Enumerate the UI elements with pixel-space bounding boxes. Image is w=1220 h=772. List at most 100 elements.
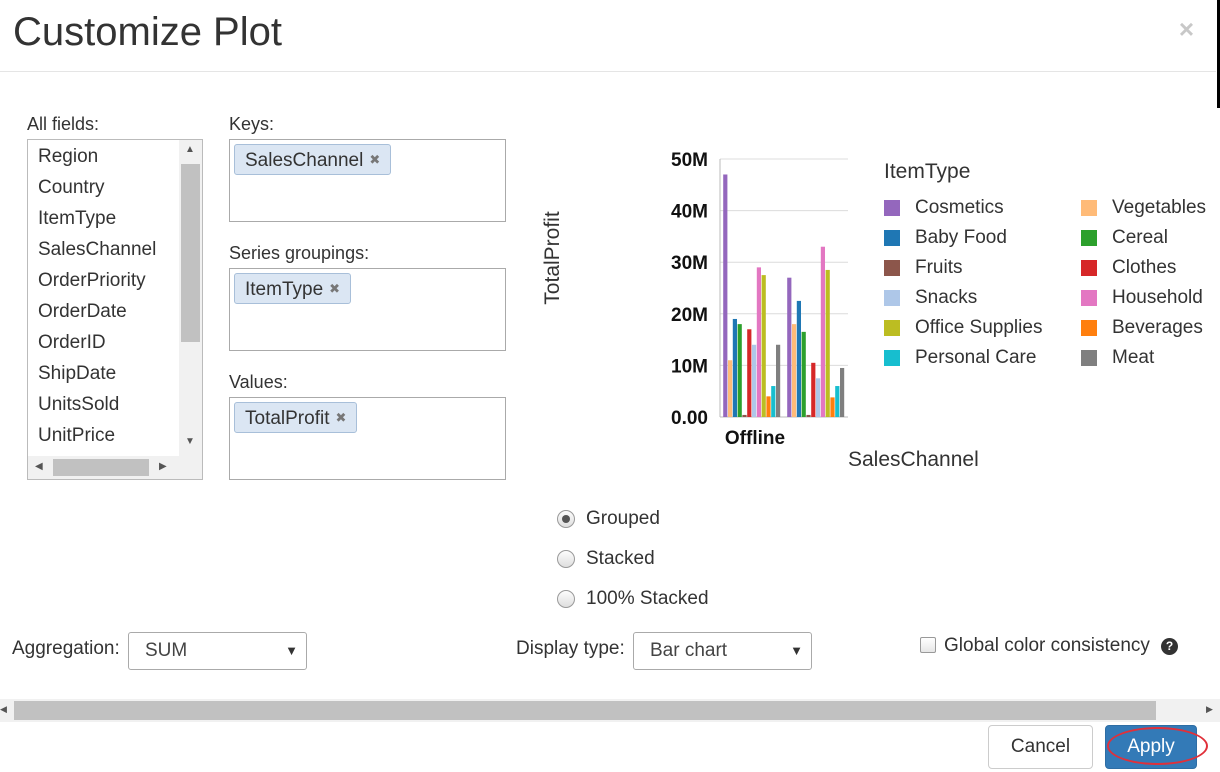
aggregation-label: Aggregation: <box>12 638 120 659</box>
bar <box>840 367 845 417</box>
bar <box>806 414 811 417</box>
scroll-down-icon[interactable]: ▼ <box>185 436 195 447</box>
tag-label: TotalProfit <box>245 408 330 429</box>
y-tick-label: 40M <box>671 202 708 223</box>
legend-swatch <box>884 200 900 216</box>
display-type-label: Display type: <box>516 638 625 659</box>
field-item-shipdate[interactable]: ShipDate <box>38 363 117 384</box>
legend-label: Baby Food <box>915 227 1007 248</box>
field-item-unitssold[interactable]: UnitsSold <box>38 394 120 415</box>
legend-swatch <box>1081 290 1097 306</box>
bar <box>752 344 757 417</box>
scroll-right-icon[interactable]: ▶ <box>1206 704 1213 714</box>
apply-button[interactable]: Apply <box>1105 725 1197 769</box>
display-type-select[interactable]: Bar chart ▼ <box>633 632 812 670</box>
y-tick-label: 30M <box>671 253 708 274</box>
fields-horizontal-scrollbar[interactable]: ◀ ▶ <box>28 456 202 479</box>
bar <box>756 267 761 417</box>
window-edge <box>1217 0 1220 108</box>
legend-swatch <box>884 260 900 276</box>
series-tag-itemtype[interactable]: ItemType ✖ <box>234 273 352 304</box>
aggregation-value: SUM <box>145 640 188 661</box>
keys-label: Keys: <box>229 114 275 134</box>
bar <box>796 300 801 417</box>
chart-plot: 0.00 10M 20M 30M 40M 50M Offline <box>671 150 848 449</box>
cancel-button[interactable]: Cancel <box>988 725 1093 769</box>
field-item-orderdate[interactable]: OrderDate <box>38 301 127 322</box>
global-color-label: Global color consistency <box>944 635 1150 656</box>
bar <box>732 318 737 417</box>
bar <box>771 386 776 417</box>
field-item-orderid[interactable]: OrderID <box>38 332 106 353</box>
aggregation-select[interactable]: SUM ▼ <box>128 632 307 670</box>
field-item-region[interactable]: Region <box>38 146 99 167</box>
scroll-left-icon[interactable]: ◀ <box>0 704 7 714</box>
legend-swatch <box>884 290 900 306</box>
bar <box>825 269 830 417</box>
legend-swatch <box>1081 320 1097 336</box>
fields-vertical-scroll-thumb[interactable] <box>181 164 200 342</box>
legend-swatch <box>1081 200 1097 216</box>
radio-label: 100% Stacked <box>586 588 709 609</box>
chart-y-axis-title: TotalProfit <box>541 211 564 305</box>
legend-label: Snacks <box>915 287 978 308</box>
help-icon[interactable]: ? <box>1161 638 1178 655</box>
legend-label: Office Supplies <box>915 317 1043 338</box>
chart-x-axis-title: SalesChannel <box>848 448 979 471</box>
keys-dropzone[interactable]: SalesChannel ✖ <box>229 139 506 222</box>
field-item-saleschannel[interactable]: SalesChannel <box>38 239 157 260</box>
global-color-checkbox[interactable] <box>920 637 936 653</box>
tag-label: ItemType <box>245 279 324 300</box>
scroll-up-icon[interactable]: ▲ <box>185 144 195 155</box>
bar <box>792 324 797 417</box>
close-icon[interactable]: × <box>1178 14 1194 44</box>
values-label: Values: <box>229 372 288 392</box>
scroll-left-icon[interactable]: ◀ <box>35 461 43 472</box>
field-item-itemtype[interactable]: ItemType <box>38 208 117 229</box>
bar <box>742 414 747 417</box>
radio-button[interactable] <box>557 510 575 528</box>
bar <box>830 397 835 417</box>
bar <box>801 331 806 417</box>
bar <box>728 360 733 417</box>
fields-horizontal-scroll-thumb[interactable] <box>53 459 149 476</box>
dialog-horizontal-scroll-thumb[interactable] <box>14 701 1156 720</box>
legend-swatch <box>1081 260 1097 276</box>
bar <box>766 396 771 417</box>
all-fields-list[interactable]: Region Country ItemType SalesChannel Ord… <box>27 139 203 480</box>
dialog-horizontal-scrollbar[interactable]: ◀ ▶ <box>0 699 1220 722</box>
fields-vertical-scrollbar[interactable]: ▲ ▼ <box>179 140 202 456</box>
remove-icon[interactable]: ✖ <box>335 410 347 425</box>
legend-label: Meat <box>1112 347 1155 368</box>
radio-button[interactable] <box>557 590 575 608</box>
legend-label: Cereal <box>1112 227 1168 248</box>
legend-label: Vegetables <box>1112 197 1207 218</box>
series-groupings-label: Series groupings: <box>229 243 370 263</box>
display-type-value: Bar chart <box>650 640 728 661</box>
key-tag-saleschannel[interactable]: SalesChannel ✖ <box>234 144 392 175</box>
field-item-country[interactable]: Country <box>38 177 105 198</box>
y-tick-label: 0.00 <box>671 408 708 429</box>
chevron-down-icon: ▼ <box>285 643 298 658</box>
field-item-orderpriority[interactable]: OrderPriority <box>38 270 146 291</box>
dialog-title: Customize Plot <box>13 10 282 54</box>
y-tick-label: 50M <box>671 150 708 171</box>
field-item-unitprice[interactable]: UnitPrice <box>38 425 116 446</box>
bar <box>820 246 825 417</box>
legend-swatch <box>884 350 900 366</box>
value-tag-totalprofit[interactable]: TotalProfit ✖ <box>234 402 358 433</box>
radio-button[interactable] <box>557 550 575 568</box>
radio-label: Grouped <box>586 508 660 529</box>
remove-icon[interactable]: ✖ <box>369 152 381 167</box>
bar <box>723 174 728 417</box>
legend-swatch <box>1081 230 1097 246</box>
x-tick-label: Offline <box>725 428 785 449</box>
legend-label: Fruits <box>915 257 963 278</box>
values-dropzone[interactable]: TotalProfit ✖ <box>229 397 506 480</box>
dialog-header: Customize Plot × <box>0 0 1216 72</box>
scroll-right-icon[interactable]: ▶ <box>159 461 167 472</box>
remove-icon[interactable]: ✖ <box>329 281 341 296</box>
bar <box>776 344 781 417</box>
series-groupings-dropzone[interactable]: ItemType ✖ <box>229 268 506 351</box>
chevron-down-icon: ▼ <box>790 643 803 658</box>
